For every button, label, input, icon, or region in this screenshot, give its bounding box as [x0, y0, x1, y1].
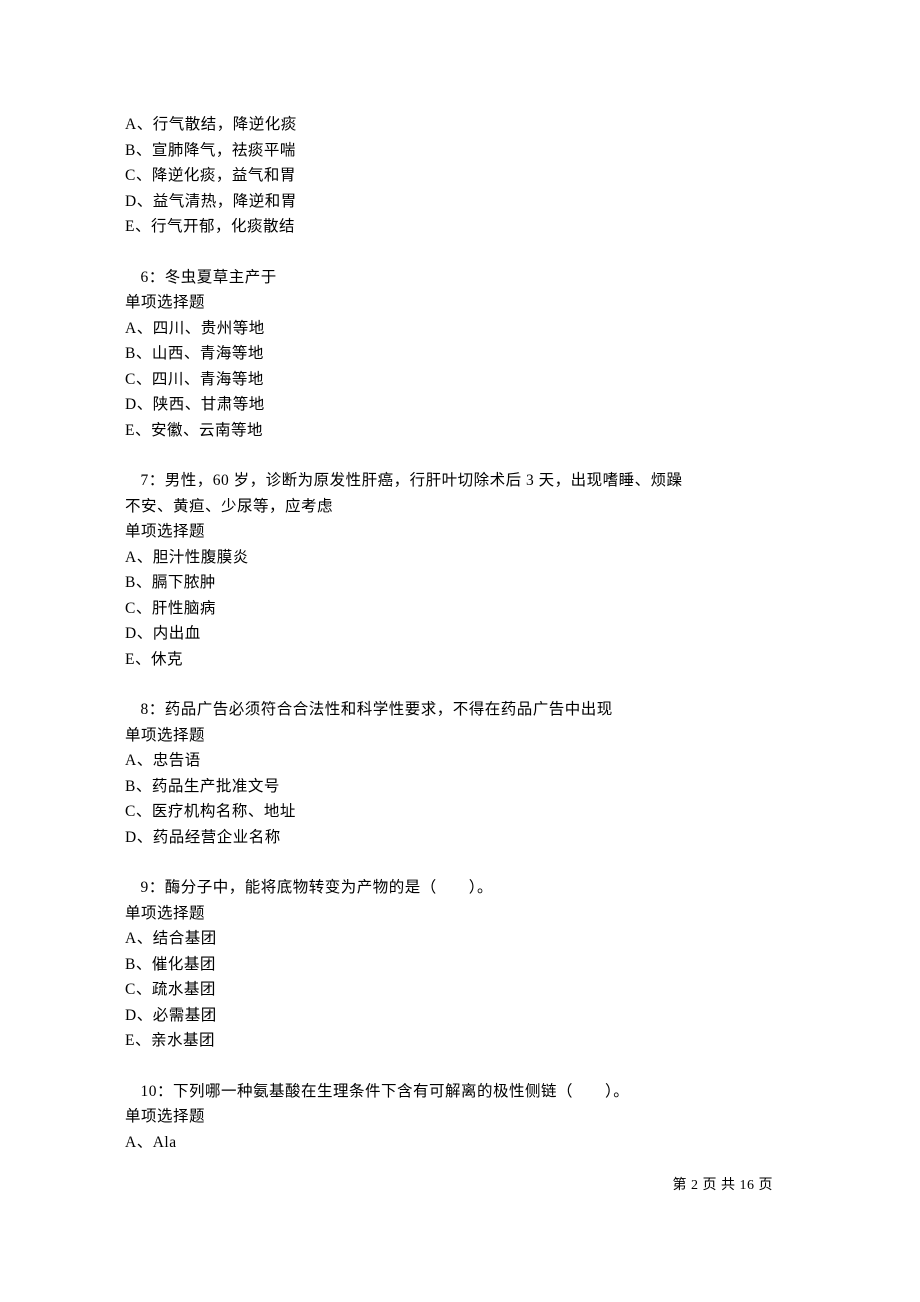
question-10: 10：下列哪一种氨基酸在生理条件下含有可解离的极性侧链（ ）。 单项选择题 A、…	[125, 1079, 795, 1156]
option-text: E、行气开郁，化痰散结	[125, 214, 795, 240]
question-stem: 6：冬虫夏草主产于	[125, 265, 795, 291]
option-text: A、行气散结，降逆化痰	[125, 112, 795, 138]
option-text: A、四川、贵州等地	[125, 316, 795, 342]
question-stem: 10：下列哪一种氨基酸在生理条件下含有可解离的极性侧链（ ）。	[125, 1079, 795, 1105]
option-text: D、内出血	[125, 621, 795, 647]
question-8: 8：药品广告必须符合合法性和科学性要求，不得在药品广告中出现 单项选择题 A、忠…	[125, 697, 795, 850]
option-text: D、药品经营企业名称	[125, 825, 795, 851]
question-6: 6：冬虫夏草主产于 单项选择题 A、四川、贵州等地 B、山西、青海等地 C、四川…	[125, 265, 795, 444]
question-7: 7：男性，60 岁，诊断为原发性肝癌，行肝叶切除术后 3 天，出现嗜睡、烦躁 不…	[125, 468, 795, 672]
question-type: 单项选择题	[125, 901, 795, 927]
question-type: 单项选择题	[125, 723, 795, 749]
option-text: B、膈下脓肿	[125, 570, 795, 596]
option-text: C、四川、青海等地	[125, 367, 795, 393]
option-text: E、亲水基团	[125, 1028, 795, 1054]
question-stem-cont: 不安、黄疸、少尿等，应考虑	[125, 494, 795, 520]
option-text: A、结合基团	[125, 926, 795, 952]
option-text: B、药品生产批准文号	[125, 774, 795, 800]
option-text: E、安徽、云南等地	[125, 418, 795, 444]
option-text: A、忠告语	[125, 748, 795, 774]
option-text: B、山西、青海等地	[125, 341, 795, 367]
question-5-options: A、行气散结，降逆化痰 B、宣肺降气，祛痰平喘 C、降逆化痰，益气和胃 D、益气…	[125, 112, 795, 240]
page-footer: 第 2 页 共 16 页	[125, 1173, 795, 1199]
question-type: 单项选择题	[125, 519, 795, 545]
option-text: D、益气清热，降逆和胃	[125, 189, 795, 215]
option-text: C、医疗机构名称、地址	[125, 799, 795, 825]
question-stem: 8：药品广告必须符合合法性和科学性要求，不得在药品广告中出现	[125, 697, 795, 723]
option-text: D、陕西、甘肃等地	[125, 392, 795, 418]
question-stem: 9：酶分子中，能将底物转变为产物的是（ ）。	[125, 875, 795, 901]
option-text: C、降逆化痰，益气和胃	[125, 163, 795, 189]
option-text: C、疏水基团	[125, 977, 795, 1003]
question-9: 9：酶分子中，能将底物转变为产物的是（ ）。 单项选择题 A、结合基团 B、催化…	[125, 875, 795, 1054]
option-text: A、Ala	[125, 1130, 795, 1156]
question-type: 单项选择题	[125, 1104, 795, 1130]
question-type: 单项选择题	[125, 290, 795, 316]
option-text: B、催化基团	[125, 952, 795, 978]
question-stem: 7：男性，60 岁，诊断为原发性肝癌，行肝叶切除术后 3 天，出现嗜睡、烦躁	[125, 468, 795, 494]
option-text: B、宣肺降气，祛痰平喘	[125, 138, 795, 164]
option-text: E、休克	[125, 647, 795, 673]
option-text: A、胆汁性腹膜炎	[125, 545, 795, 571]
option-text: D、必需基团	[125, 1003, 795, 1029]
document-page: A、行气散结，降逆化痰 B、宣肺降气，祛痰平喘 C、降逆化痰，益气和胃 D、益气…	[0, 0, 920, 1259]
option-text: C、肝性脑病	[125, 596, 795, 622]
